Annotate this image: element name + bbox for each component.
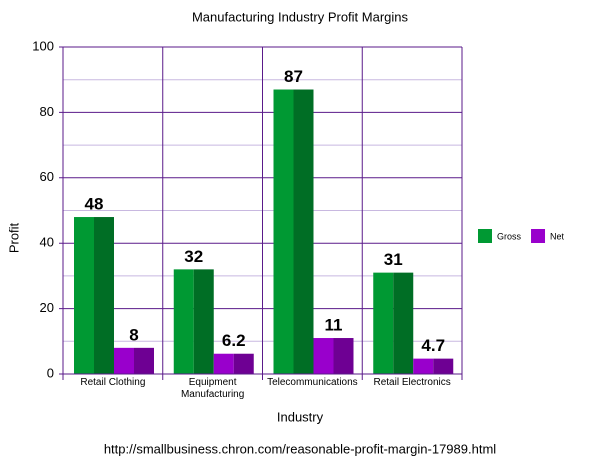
- bar-part: [134, 347, 154, 374]
- value-label: 87: [284, 67, 303, 86]
- value-label: 11: [325, 316, 343, 335]
- x-tick-label: Retail Electronics: [373, 377, 451, 388]
- bar-part: [433, 358, 454, 374]
- bar-part: [373, 272, 394, 374]
- bar-part: [213, 353, 234, 374]
- legend-swatch: [478, 229, 492, 243]
- bar-part: [193, 269, 214, 374]
- x-tick-label: Equipment Manufacturing: [180, 377, 245, 400]
- bar-part: [114, 347, 134, 374]
- y-tick-label: 60: [40, 169, 54, 184]
- source: http://smallbusiness.chron.com/reasonabl…: [104, 441, 496, 456]
- bar-part: [233, 353, 254, 374]
- legend-swatch: [531, 229, 546, 243]
- y-tick-label: 20: [40, 300, 54, 315]
- bar-part: [313, 338, 334, 374]
- value-label: 4.7: [421, 336, 445, 355]
- value-label: 48: [85, 195, 104, 214]
- chart-title: Manufacturing Industry Profit Margins: [192, 9, 409, 24]
- bar: [313, 338, 354, 374]
- bar-part: [413, 358, 434, 374]
- value-label: 32: [184, 247, 203, 266]
- bar: [114, 347, 154, 374]
- value-label: 31: [384, 250, 403, 269]
- bar: [74, 217, 114, 374]
- bar-part: [273, 89, 294, 374]
- bar-part: [173, 269, 194, 374]
- y-tick-label: 100: [32, 38, 54, 53]
- bar-part: [293, 89, 314, 374]
- y-tick-label: 0: [47, 365, 54, 380]
- bar: [273, 89, 314, 374]
- x-axis-label: Industry: [277, 409, 324, 424]
- x-tick-label: Telecommunications: [267, 377, 358, 388]
- bar: [373, 272, 414, 374]
- legend-label: Net: [550, 231, 565, 241]
- bar: [173, 269, 214, 374]
- value-label: 6.2: [222, 331, 246, 350]
- y-tick-label: 80: [40, 104, 54, 119]
- bar-part: [74, 217, 94, 374]
- bar: [213, 353, 254, 374]
- bar-part: [94, 217, 114, 374]
- bar-part: [333, 338, 354, 374]
- x-tick-label: Retail Clothing: [80, 377, 146, 388]
- bar: [413, 358, 454, 374]
- y-axis-label: Profit: [6, 222, 21, 253]
- value-label: 8: [129, 325, 138, 344]
- bar-part: [393, 272, 414, 374]
- legend-label: Gross: [497, 231, 522, 241]
- y-tick-label: 40: [40, 235, 54, 250]
